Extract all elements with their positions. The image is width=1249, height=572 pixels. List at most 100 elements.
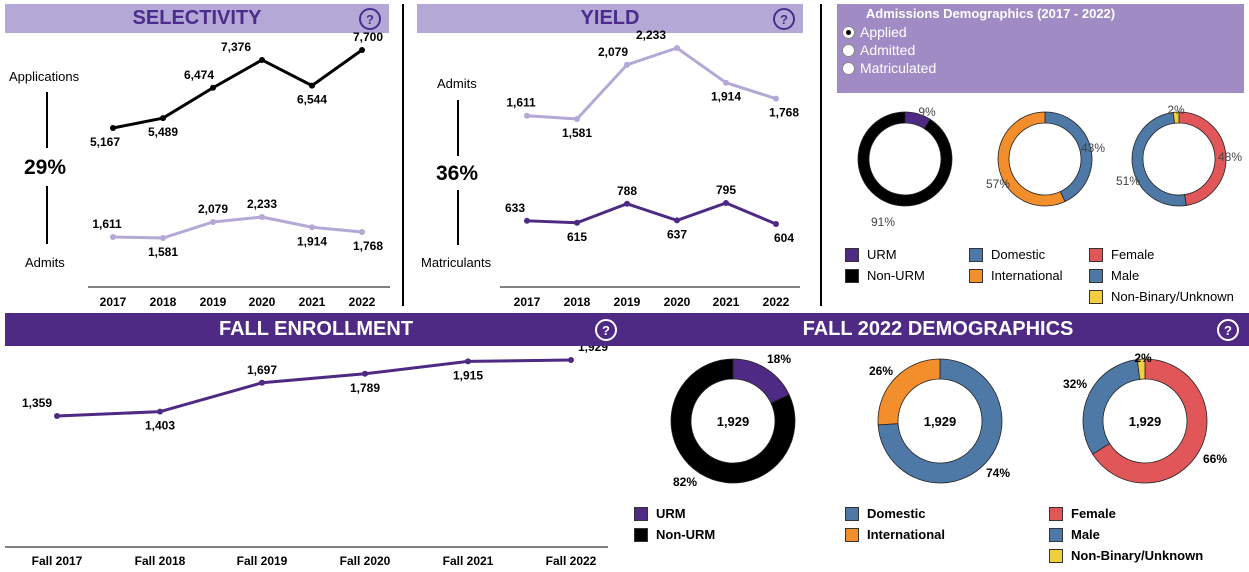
fall-legend-domestic-label: Domestic [867, 506, 926, 521]
yield-connector-bottom [457, 190, 459, 245]
data-label: 1,768 [769, 106, 799, 120]
x-tick-label: 2018 [564, 295, 591, 309]
donut-slice-label: 74% [986, 466, 1010, 480]
adm-legend-international: International [969, 268, 1063, 283]
fall-legend-domestic-swatch [845, 506, 859, 521]
data-point [160, 235, 166, 241]
yield-rate: 36% [436, 162, 479, 185]
data-label: 1,914 [297, 234, 327, 248]
selectivity-help-icon[interactable]: ? [359, 8, 381, 30]
donut-slice-non-urm [670, 358, 796, 484]
x-tick-label: 2022 [349, 295, 376, 309]
data-label: 1,914 [711, 90, 741, 104]
fall-enrollment-chart: 1,359 1,403 1,697 1,789 1,915 1,929 Fall 2017 F… [5, 346, 608, 568]
adm-legend-urm: URM [845, 247, 897, 262]
selectivity-title: SELECTIVITY [132, 7, 262, 29]
donut-slice-male [1082, 359, 1141, 455]
fall-legend-international-swatch [845, 527, 859, 542]
data-point [210, 218, 216, 225]
adm-legend-male-label: Male [1111, 268, 1140, 283]
donut-slice-label: 32% [1063, 377, 1087, 391]
x-tick-label: 2022 [763, 295, 790, 309]
radio-applied[interactable]: Applied [842, 24, 936, 40]
donut-slice-label: 66% [1203, 452, 1227, 466]
x-tick-label: 2020 [249, 295, 276, 309]
fall-2022-demographics-help-icon[interactable]: ? [1217, 319, 1239, 341]
data-point [674, 217, 680, 224]
adm-legend-nonurm: Non-URM [845, 268, 925, 283]
radio-admitted-button[interactable] [842, 43, 855, 57]
radio-admitted-label: Admitted [860, 42, 916, 58]
selectivity-connector-bottom [46, 186, 48, 244]
radio-applied-button[interactable] [842, 25, 855, 39]
fall-enrollment-help-icon[interactable]: ? [595, 319, 617, 341]
data-point [524, 217, 530, 224]
data-label: 1,581 [148, 245, 178, 259]
fall-legend-urm-label: URM [656, 506, 686, 521]
donut-center-value: 1,929 [717, 414, 750, 429]
adm-legend-nonurm-label: Non-URM [867, 268, 925, 283]
donut-center-value: 1,929 [924, 414, 957, 429]
yield-help-icon[interactable]: ? [773, 8, 795, 30]
donut-slice-non-binary-unknown [1136, 358, 1146, 380]
data-point [259, 379, 265, 386]
data-label: 1,611 [92, 217, 122, 231]
x-tick-label: Fall 2020 [340, 554, 391, 568]
donut-slice-international [877, 358, 941, 426]
data-point [773, 95, 779, 102]
data-point [568, 357, 574, 363]
divider-1 [402, 4, 404, 306]
adm-legend-female-label: Female [1111, 247, 1155, 262]
data-label: 2,233 [636, 28, 666, 42]
selectivity-applications-label: Applications [9, 69, 80, 84]
x-tick-label: Fall 2017 [32, 554, 83, 568]
fall-legend-nonurm-swatch [634, 527, 648, 542]
data-label: 1,915 [453, 368, 483, 382]
data-label: 633 [505, 201, 525, 215]
data-point [359, 228, 365, 235]
data-point [362, 370, 368, 377]
data-label: 1,403 [145, 419, 175, 433]
fall-legend-male-swatch [1049, 527, 1063, 542]
data-point [359, 47, 365, 53]
data-point [723, 200, 729, 206]
donut-center-value: 1,929 [1129, 414, 1162, 429]
series-line-admits [112, 215, 363, 240]
admissions-demographics-title: Admissions Demographics (2017 - 2022) [865, 6, 1116, 21]
selectivity-rate: 29% [24, 156, 67, 179]
data-label: 1,789 [350, 381, 380, 395]
data-label: 6,544 [297, 93, 327, 107]
data-label: 604 [774, 231, 794, 245]
data-point [574, 116, 580, 122]
data-label: 5,167 [90, 135, 120, 149]
radio-applied-label: Applied [860, 24, 907, 40]
radio-matriculated[interactable]: Matriculated [842, 60, 936, 76]
fall-legend-nonurm-label: Non-URM [656, 527, 716, 542]
series-line-enrollment [56, 358, 572, 418]
yield-title: YIELD [580, 7, 640, 29]
data-point [723, 79, 729, 86]
admissions-demographics-panel: Admissions Demographics (2017 - 2022) Ap… [837, 4, 1244, 93]
donut-slice-label: 48% [1218, 150, 1242, 164]
data-label: 637 [667, 227, 687, 241]
radio-matriculated-button[interactable] [842, 61, 855, 75]
selectivity-admits-label: Admits [25, 255, 65, 270]
fall-legend-female: Female [1049, 506, 1116, 521]
yield-header: YIELD ? [417, 4, 803, 33]
adm-legend-urm-label: URM [867, 247, 897, 262]
adm-legend-nonbinary: Non-Binary/Unknown [1089, 289, 1234, 304]
data-label: 788 [617, 184, 637, 198]
series-line-admits [526, 46, 777, 121]
donut-slice-label: 91% [871, 215, 895, 229]
fall-legend-male: Male [1049, 527, 1100, 542]
radio-admitted[interactable]: Admitted [842, 42, 936, 58]
fall-2022-demographics-donuts: 18% 82% 1,929 74% 26% 1,929 66% 32% 2% 1,929 [670, 351, 1227, 489]
donut-slice-label: 9% [918, 105, 936, 119]
donut-slice-label: 51% [1116, 174, 1140, 188]
x-tick-label: Fall 2022 [546, 554, 597, 568]
donut-slice-female [1092, 358, 1208, 484]
yield-connector-top [457, 100, 459, 156]
data-label: 1,611 [506, 96, 536, 110]
donut-slice-non-binary-unknown [1172, 111, 1180, 124]
donut-slice-label: 2% [1167, 103, 1185, 117]
